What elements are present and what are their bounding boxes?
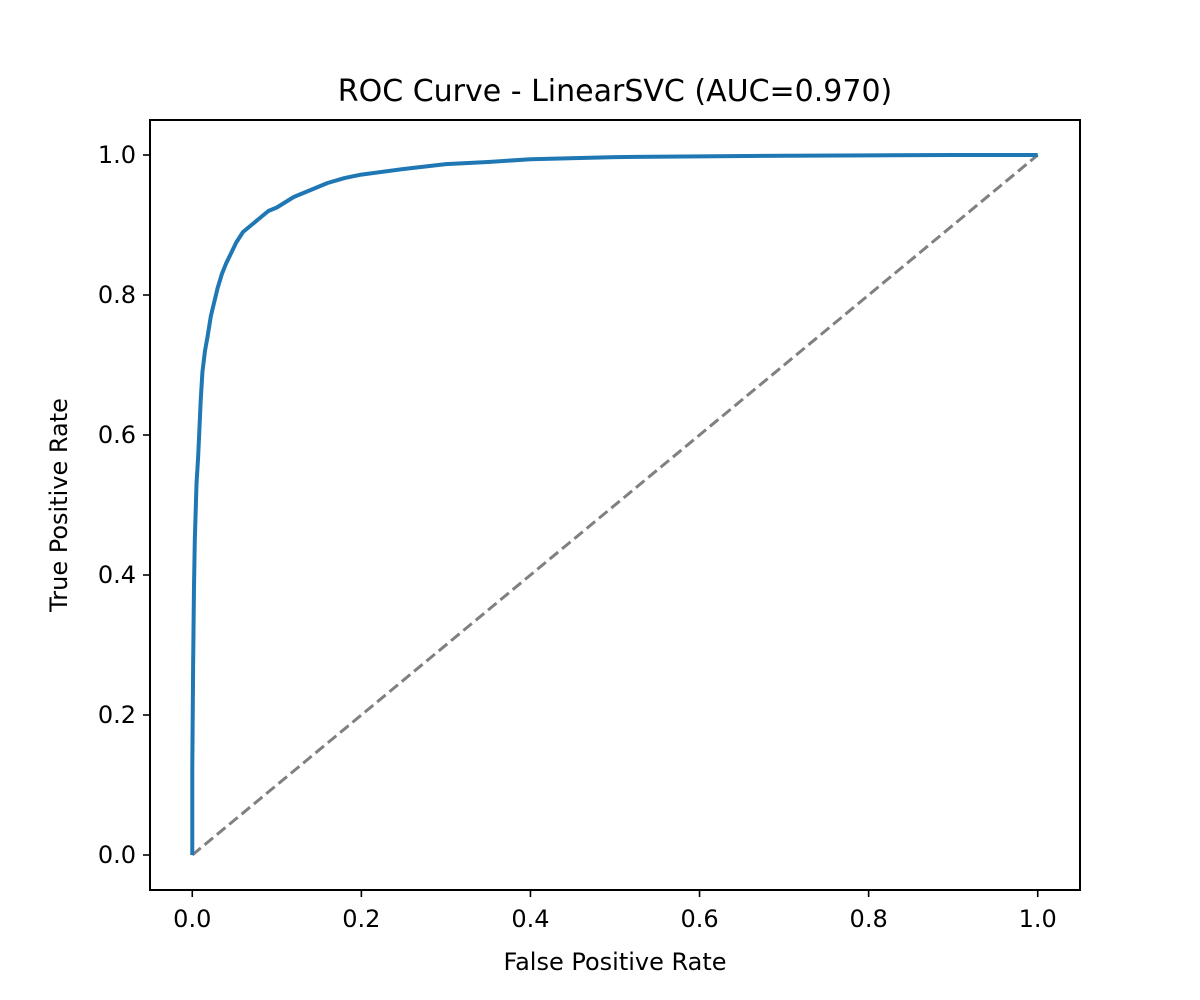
x-tick-label: 0.0 xyxy=(173,905,211,933)
plot-area xyxy=(190,153,1039,857)
chart-title: ROC Curve - LinearSVC (AUC=0.970) xyxy=(338,74,893,109)
x-tick-label: 0.6 xyxy=(680,905,718,933)
x-tick-label: 0.8 xyxy=(850,905,888,933)
x-tick-label: 0.4 xyxy=(511,905,549,933)
y-tick-label: 0.0 xyxy=(98,841,136,869)
y-axis-label: True Positive Rate xyxy=(45,398,73,613)
x-axis-label: False Positive Rate xyxy=(503,948,726,976)
y-tick-label: 0.2 xyxy=(98,701,136,729)
y-tick-label: 0.4 xyxy=(98,561,136,589)
y-tick-label: 1.0 xyxy=(98,141,136,169)
y-tick-label: 0.6 xyxy=(98,421,136,449)
x-tick-label: 1.0 xyxy=(1019,905,1057,933)
x-tick-label: 0.2 xyxy=(342,905,380,933)
plot-frame xyxy=(149,119,1081,891)
axis-ticks: 0.0 0.2 0.4 0.6 0.8 1.0 0.0 0.2 0.4 0.6 0.8 1.0 xyxy=(98,141,1057,933)
chance-diagonal-line xyxy=(191,153,1039,857)
y-tick-label: 0.8 xyxy=(98,281,136,309)
roc-curve-line xyxy=(190,153,1038,855)
